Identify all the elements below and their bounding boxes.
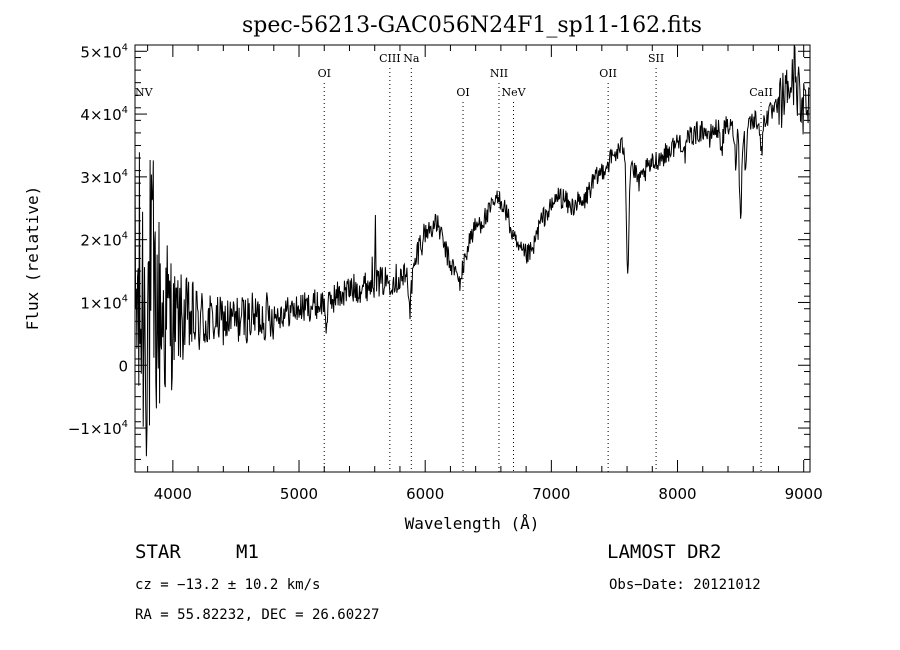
y-tick-label: 4×104 [80,105,128,124]
emission-line-labels: NV OI CIII Na OI NII NeV OII SII CaII [135,52,773,99]
line-label: OII [599,67,617,80]
y-tick-label: 5×104 [80,42,128,61]
x-tick-label: 4000 [154,485,192,503]
line-label: SII [648,52,664,65]
y-axis-label: Flux (relative) [23,186,42,331]
object-subclass: M1 [236,541,259,563]
y-tick-label: 2×104 [80,231,128,250]
plot-frame [134,44,811,473]
y-tick-label: 1×104 [80,293,128,312]
obs-date-text: Obs−Date: 20121012 [609,577,761,593]
y-axis-ticks: 5×104 4×104 3×104 2×104 1×104 0 −1×104 [68,42,810,460]
line-label: OI [456,86,469,99]
x-tick-label: 5000 [280,485,318,503]
x-tick-label: 8000 [658,485,696,503]
line-label: NII [490,67,508,80]
coordinates-text: RA = 55.82232, DEC = 26.60227 [135,607,379,623]
y-tick-label: 0 [118,357,128,375]
emission-line-markers [323,68,762,472]
line-label: OI [318,67,331,80]
y-tick-label: −1×104 [68,419,128,438]
line-label: NV [135,86,154,99]
x-tick-label: 6000 [406,485,444,503]
chart-title: spec-56213-GAC056N24F1_sp11-162.fits [242,13,702,38]
object-type: STAR [135,541,181,563]
x-tick-label: 7000 [532,485,570,503]
line-label: NeV [501,86,526,99]
y-tick-label: 3×104 [80,168,128,187]
line-label: CaII [749,86,773,99]
spectrum-series [134,44,810,457]
line-label: CIII [379,52,400,65]
x-axis-label: Wavelength (Å) [405,514,540,533]
x-tick-label: 9000 [785,485,823,503]
redshift-text: cz = −13.2 ± 10.2 km/s [135,577,320,593]
survey-name: LAMOST DR2 [607,541,721,563]
spectrum-line [134,44,810,457]
x-axis-ticks: 4000 5000 6000 7000 8000 9000 [147,45,823,503]
line-label: Na [403,52,420,65]
